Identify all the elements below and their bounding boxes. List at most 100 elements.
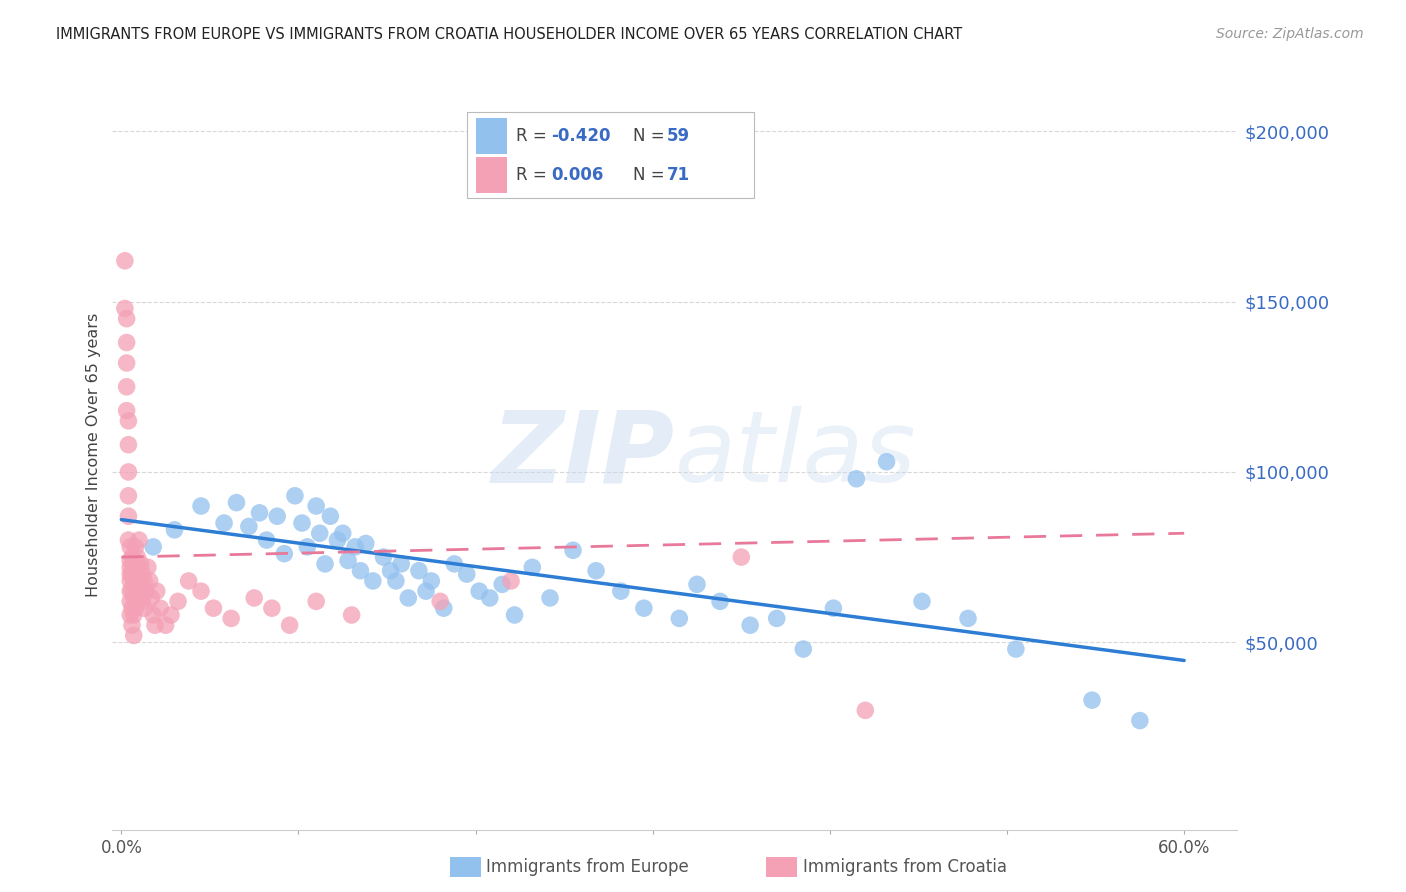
Point [730, 550, 752, 565]
Point [121, 584, 143, 599]
Point [114, 301, 136, 316]
Point [128, 560, 150, 574]
Point [145, 584, 167, 599]
Point [167, 594, 190, 608]
Point [408, 564, 430, 578]
Point [155, 618, 177, 632]
Point [433, 601, 456, 615]
Point [305, 594, 328, 608]
Point [121, 601, 143, 615]
Point [120, 584, 142, 599]
Point [337, 553, 360, 567]
Point [765, 611, 787, 625]
Point [129, 557, 152, 571]
Point [349, 564, 371, 578]
Point [117, 489, 139, 503]
Point [120, 607, 142, 622]
Point [190, 584, 212, 599]
Text: 59: 59 [666, 127, 690, 145]
Point [128, 533, 150, 547]
Text: IMMIGRANTS FROM EUROPE VS IMMIGRANTS FROM CROATIA HOUSEHOLDER INCOME OVER 65 YEA: IMMIGRANTS FROM EUROPE VS IMMIGRANTS FRO… [56, 27, 963, 42]
Point [385, 574, 408, 588]
Point [117, 438, 139, 452]
Point [212, 516, 235, 530]
FancyBboxPatch shape [475, 118, 508, 153]
Point [853, 703, 876, 717]
Point [121, 618, 143, 632]
Point [273, 547, 295, 561]
Point [957, 611, 980, 625]
Point [633, 601, 655, 615]
Point [121, 567, 143, 582]
Text: Immigrants from Europe: Immigrants from Europe [486, 858, 689, 876]
Text: atlas: atlas [675, 407, 917, 503]
Point [1129, 714, 1152, 728]
Point [122, 574, 145, 588]
FancyBboxPatch shape [475, 158, 508, 194]
Point [340, 607, 363, 622]
Point [138, 574, 160, 588]
Point [122, 560, 145, 574]
Text: -0.420: -0.420 [551, 127, 610, 145]
Text: R =: R = [516, 167, 547, 185]
Point [823, 601, 845, 615]
Point [319, 509, 342, 524]
Point [124, 601, 146, 615]
Point [117, 509, 139, 524]
Point [344, 540, 367, 554]
Point [134, 601, 156, 615]
Point [278, 618, 301, 632]
Point [129, 584, 152, 599]
Point [128, 584, 150, 599]
Point [420, 574, 443, 588]
Point [522, 560, 544, 574]
Point [160, 607, 183, 622]
Point [115, 380, 138, 394]
Point [305, 499, 328, 513]
Point [380, 564, 402, 578]
Point [117, 414, 139, 428]
Point [610, 584, 633, 599]
Point [120, 574, 142, 588]
Point [792, 642, 814, 657]
Point [297, 540, 319, 554]
Y-axis label: Householder Income Over 65 years: Householder Income Over 65 years [86, 313, 101, 597]
Point [142, 540, 165, 554]
Text: 0.006: 0.006 [551, 167, 603, 185]
Point [141, 591, 163, 605]
FancyBboxPatch shape [467, 112, 754, 198]
Point [219, 611, 242, 625]
Point [415, 584, 437, 599]
Point [911, 594, 934, 608]
Point [120, 553, 142, 567]
Point [142, 607, 165, 622]
Point [308, 526, 330, 541]
Point [538, 591, 561, 605]
Point [845, 472, 868, 486]
Point [389, 557, 412, 571]
Point [291, 516, 314, 530]
Point [143, 618, 166, 632]
Point [361, 574, 384, 588]
Point [115, 403, 138, 417]
Point [135, 584, 157, 599]
Point [1081, 693, 1104, 707]
Point [225, 495, 247, 509]
Point [668, 611, 690, 625]
Point [122, 628, 145, 642]
Point [115, 335, 138, 350]
Point [117, 465, 139, 479]
Point [117, 533, 139, 547]
Point [163, 523, 186, 537]
Point [127, 594, 149, 608]
Point [266, 509, 288, 524]
Point [115, 356, 138, 370]
Point [124, 560, 146, 574]
Point [585, 564, 607, 578]
Point [354, 536, 377, 550]
Point [120, 560, 142, 574]
Point [136, 560, 159, 574]
Point [120, 540, 142, 554]
Point [124, 540, 146, 554]
Point [127, 574, 149, 588]
